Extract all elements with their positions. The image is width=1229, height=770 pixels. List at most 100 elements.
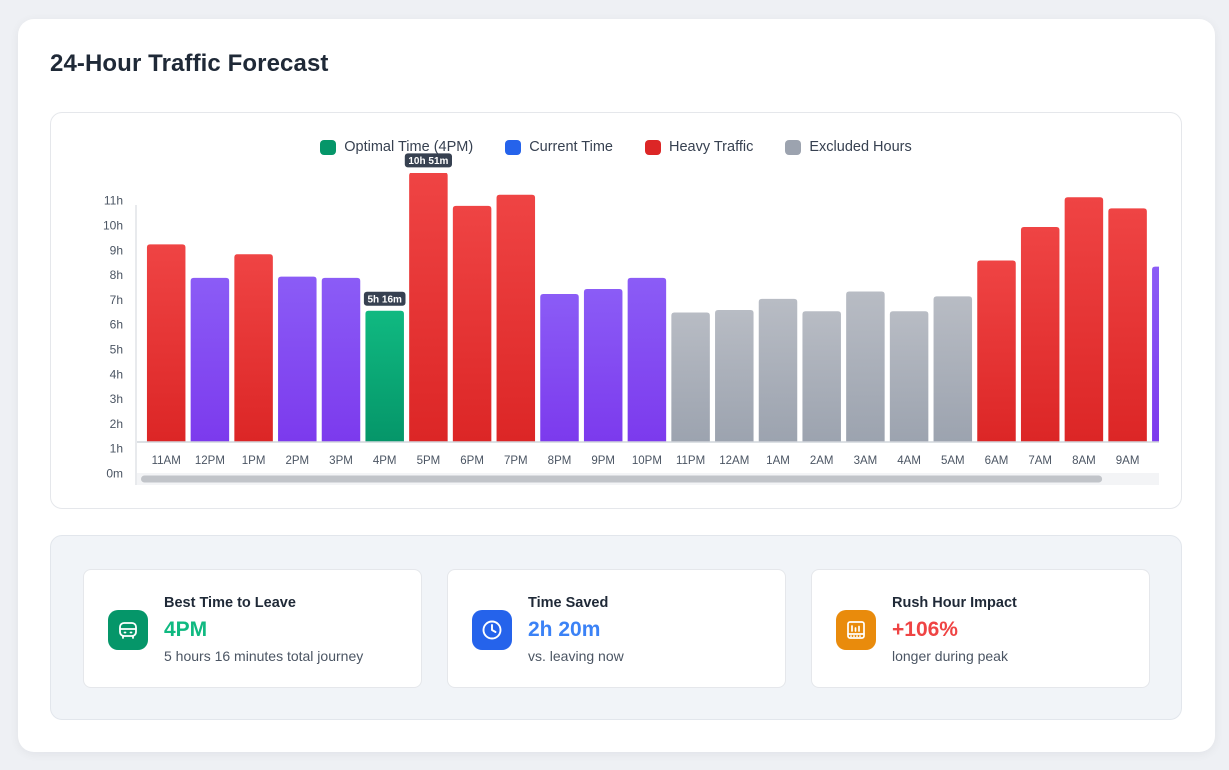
chart-panel: Optimal Time (4PM) Current Time Heavy Tr… — [50, 112, 1182, 509]
bar-10am — [1152, 266, 1159, 442]
best-time-card: Best Time to Leave 4PM 5 hours 16 minute… — [83, 569, 422, 688]
y-tick-label: 8h — [110, 268, 123, 282]
bar-7am — [1020, 226, 1060, 442]
bar-12am — [715, 310, 754, 442]
rush-hour-label: Rush Hour Impact — [892, 595, 1017, 611]
bar-11pm — [671, 312, 710, 442]
rush-hour-value: +106% — [892, 618, 958, 641]
car-front-icon — [108, 610, 148, 650]
bar-5pm — [409, 173, 448, 442]
bar-4am — [889, 311, 929, 442]
time-saved-subtext: vs. leaving now — [528, 648, 624, 664]
y-tick-label: 10h — [103, 219, 123, 233]
time-saved-label: Time Saved — [528, 595, 609, 611]
x-tick-label: 6PM — [460, 455, 484, 467]
bar-6pm — [452, 205, 492, 442]
tooltip-bg — [363, 291, 406, 306]
bar-2am — [802, 311, 841, 442]
x-tick-label: 11PM — [676, 455, 705, 467]
bar-value-tooltip: 10h 51m — [404, 153, 452, 168]
legend-swatch-optimal — [320, 139, 337, 155]
clock-icon — [472, 610, 512, 650]
x-tick-label: 7AM — [1028, 455, 1052, 467]
x-tick-label: 1PM — [242, 455, 266, 467]
bar-value-tooltip: 5h 16m — [363, 291, 406, 306]
bar-12pm — [190, 277, 230, 442]
bar-8pm — [540, 293, 579, 442]
x-tick-label: 4PM — [373, 455, 397, 467]
bar-11am — [146, 244, 186, 442]
legend-item-excluded[interactable]: Excluded Hours — [785, 137, 912, 157]
x-tick-label: 2AM — [810, 455, 834, 467]
bar-9pm — [583, 288, 623, 442]
x-tick-label: 12PM — [195, 455, 225, 467]
x-tick-label: 9PM — [591, 455, 615, 467]
y-tick-label: 4h — [110, 367, 123, 381]
y-tick-label: 5h — [110, 343, 123, 357]
bar-9am — [1108, 208, 1147, 442]
chart-scrollbar[interactable] — [137, 473, 1159, 485]
y-tick-label: 0m — [106, 467, 123, 481]
bar-3pm — [321, 277, 361, 442]
rush-hour-subtext: longer during peak — [892, 648, 1008, 664]
x-tick-label: 7PM — [504, 455, 528, 467]
bar-2pm — [278, 276, 317, 442]
x-tick-label: 4AM — [897, 455, 921, 467]
scrollbar-thumb[interactable] — [141, 475, 1103, 483]
plot-area: 11AM 12PM 1PM 2PM 3PM 4PM 5PM 6PM 7PM 8PM 9PM 10PM 1… — [137, 173, 1174, 467]
bar-5am — [933, 296, 973, 442]
time-saved-card: Time Saved 2h 20m vs. leaving now — [447, 569, 786, 688]
y-tick-label: 6h — [110, 318, 123, 332]
x-tick-label: 5AM — [941, 455, 965, 467]
legend-swatch-excluded — [785, 139, 802, 155]
summary-panel: Best Time to Leave 4PM 5 hours 16 minute… — [50, 535, 1182, 720]
chart-legend: Optimal Time (4PM) Current Time Heavy Tr… — [51, 137, 1181, 157]
legend-label-excluded: Excluded Hours — [809, 139, 912, 155]
x-tick-label: 8AM — [1072, 455, 1096, 467]
x-tick-label: 3AM — [854, 455, 878, 467]
legend-label-current: Current Time — [529, 139, 613, 155]
bar-3am — [846, 291, 885, 442]
tooltip-text: 10h 51m — [408, 156, 448, 167]
legend-swatch-heavy — [645, 139, 661, 155]
y-tick-label: 11h — [104, 194, 123, 208]
legend-label-optimal: Optimal Time (4PM) — [344, 139, 474, 155]
legend-label-heavy: Heavy Traffic — [669, 139, 754, 155]
x-tick-label: 8PM — [548, 455, 572, 467]
x-tick-label: 6AM — [985, 455, 1009, 467]
x-tick-label: 10PM — [632, 455, 662, 467]
legend-item-optimal[interactable]: Optimal Time (4PM) — [320, 137, 473, 157]
tooltip-bg — [404, 153, 452, 168]
x-tick-label: 3PM — [329, 455, 353, 467]
x-tick-label: 12AM — [719, 455, 749, 467]
bar-1pm — [234, 254, 273, 442]
legend-swatch-current — [505, 139, 522, 155]
x-tick-label: 11AM — [152, 455, 181, 467]
x-tick-label: 2PM — [285, 455, 309, 467]
y-tick-label: 3h — [110, 392, 123, 406]
page-title: 24-Hour Traffic Forecast — [50, 50, 329, 77]
best-time-label: Best Time to Leave — [164, 595, 296, 611]
tooltip-text: 5h 16m — [367, 294, 402, 305]
y-tick-label: 1h — [110, 442, 123, 456]
bar-4pm — [365, 310, 404, 442]
x-tick-label: 5PM — [417, 455, 441, 467]
x-tick-label: 9AM — [1116, 455, 1140, 467]
legend-item-current[interactable]: Current Time — [505, 137, 613, 157]
chart-window-icon — [836, 610, 876, 650]
y-tick-label: 2h — [110, 417, 123, 431]
best-time-subtext: 5 hours 16 minutes total journey — [164, 648, 364, 664]
time-saved-value: 2h 20m — [528, 618, 601, 641]
y-tick-label: 9h — [110, 243, 123, 257]
bar-10pm — [627, 277, 667, 442]
best-time-value: 4PM — [164, 618, 208, 641]
legend-item-heavy[interactable]: Heavy Traffic — [645, 137, 753, 157]
rush-hour-card: Rush Hour Impact +106% longer during pea… — [811, 569, 1150, 688]
y-tick-label: 7h — [110, 293, 123, 307]
bar-6am — [977, 260, 1016, 442]
x-tick-label: 1 — [1168, 455, 1174, 467]
bar-1am — [758, 298, 798, 442]
x-tick-label: 1AM — [766, 455, 790, 467]
bar-8am — [1064, 197, 1104, 442]
